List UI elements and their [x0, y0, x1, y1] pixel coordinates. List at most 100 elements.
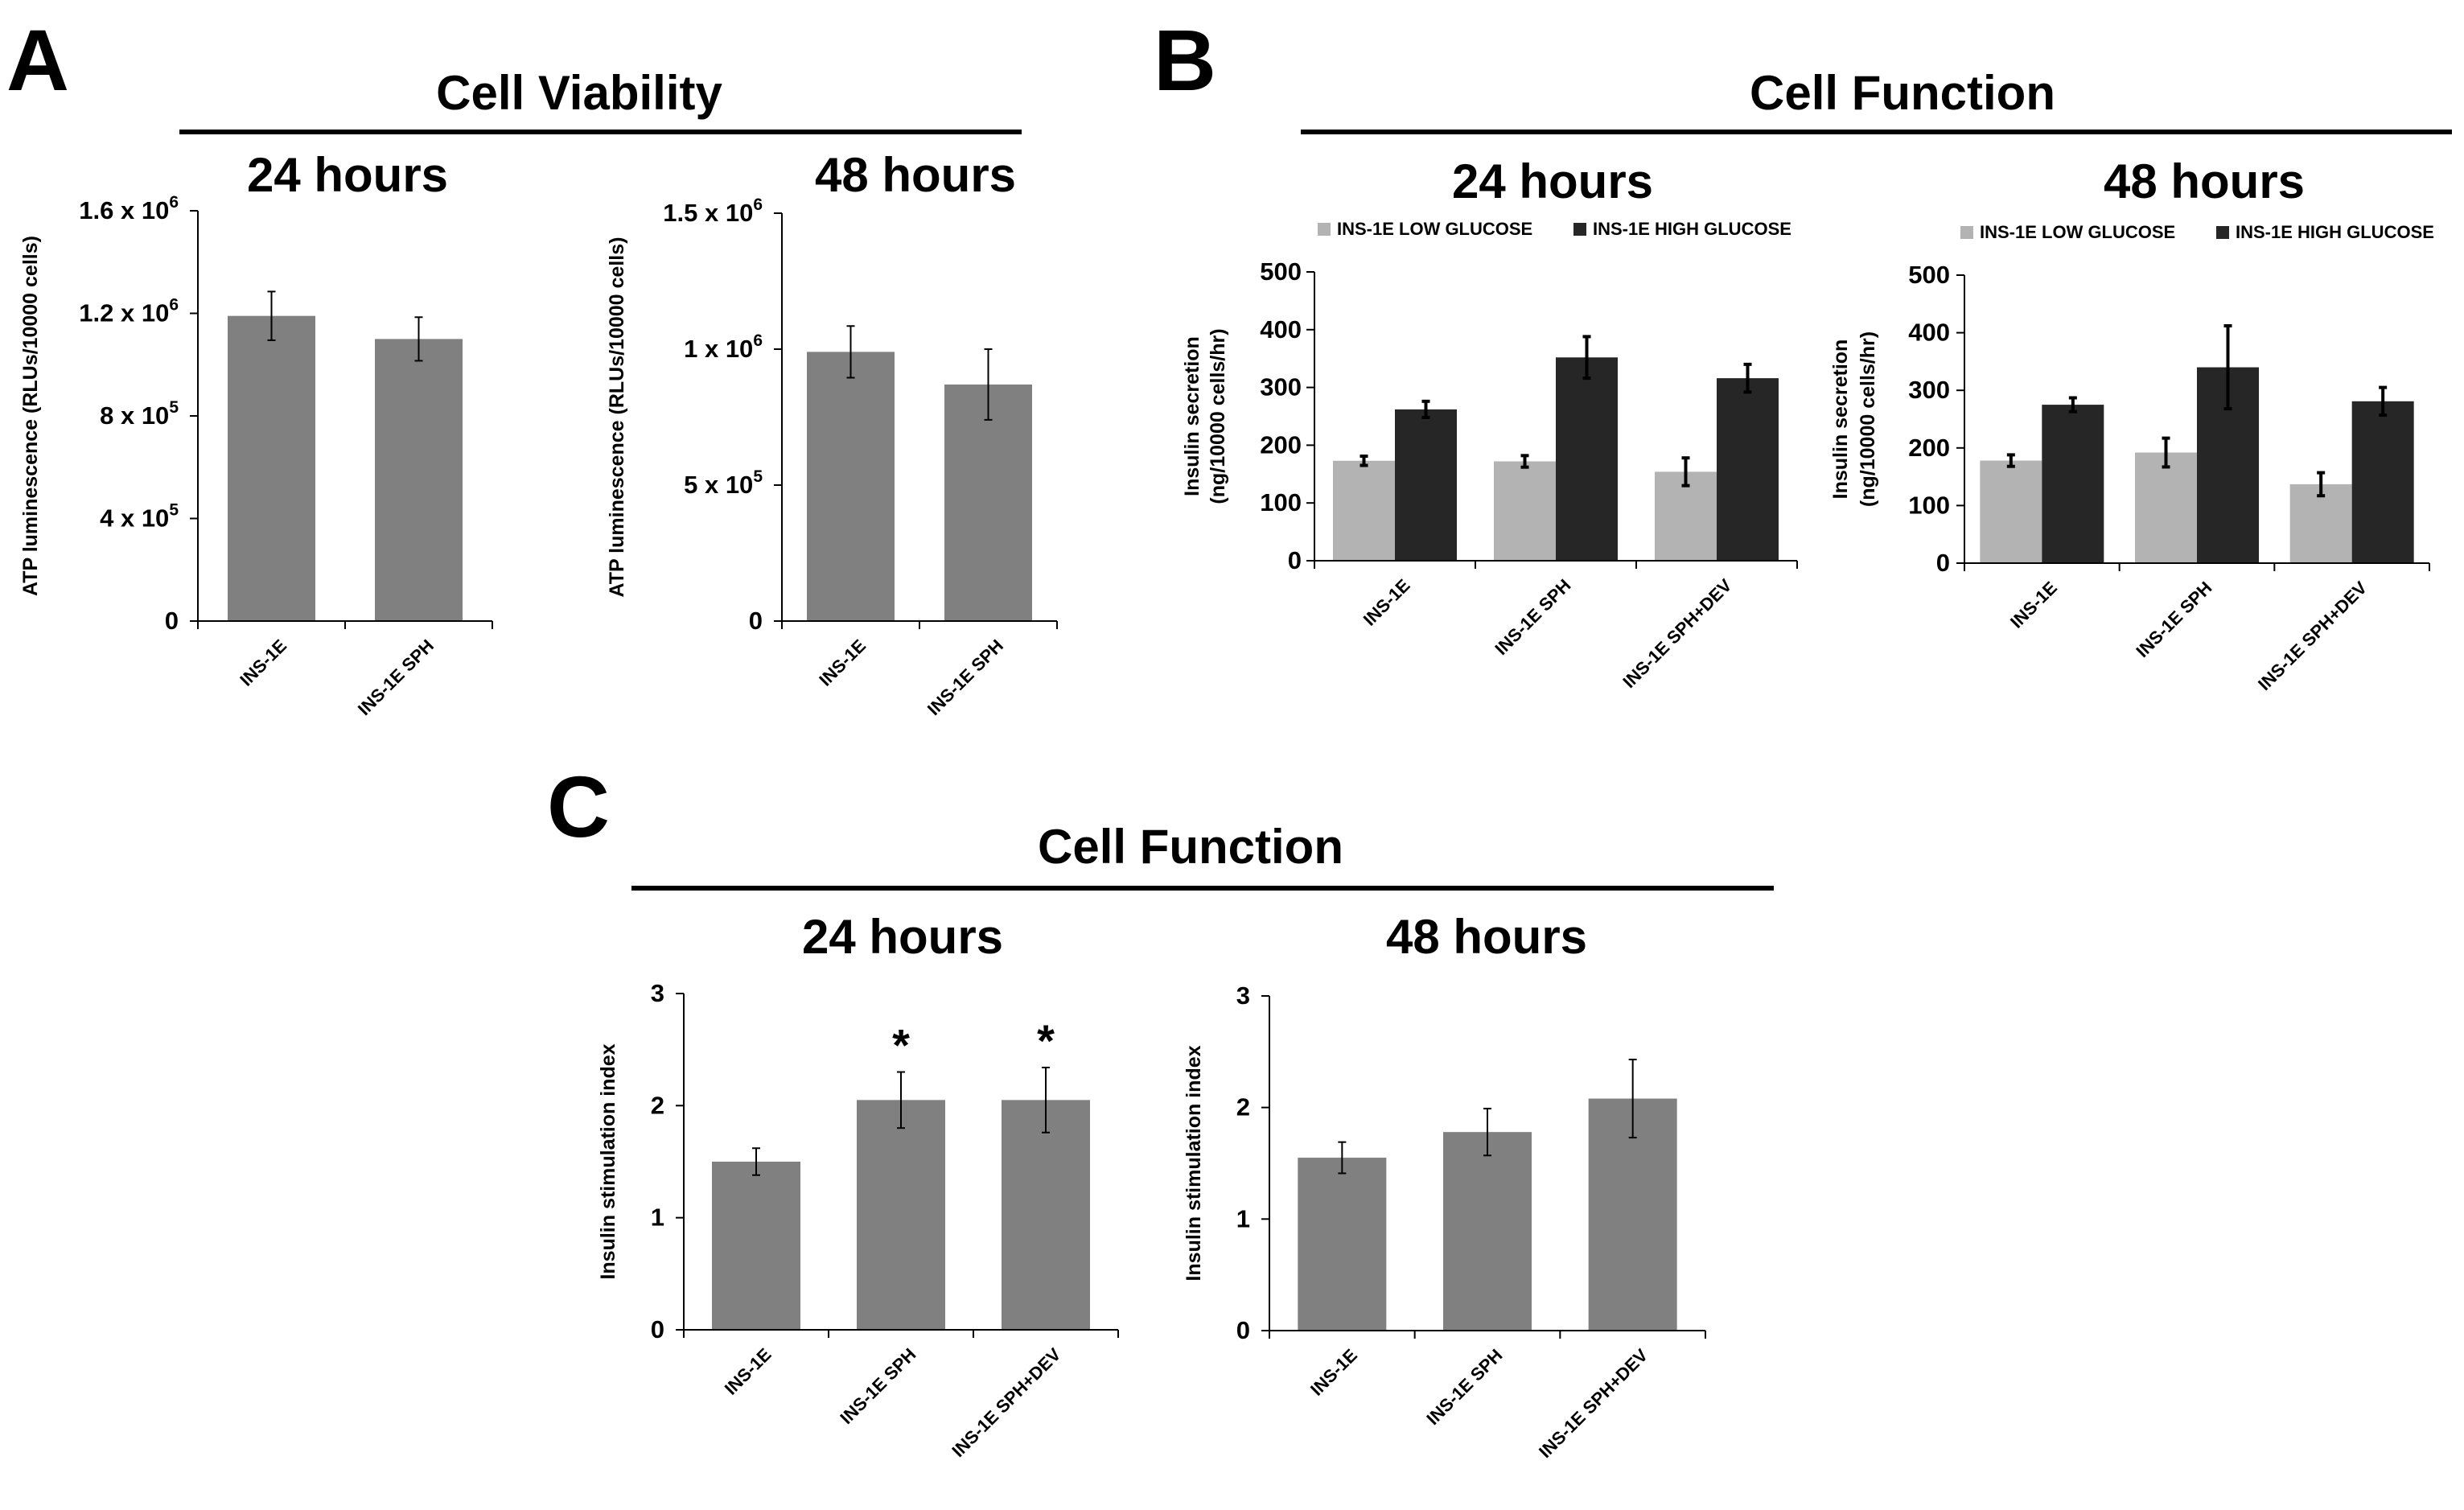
bar	[712, 1162, 800, 1330]
panel-letter-a: A	[6, 11, 69, 109]
legend-label: INS-1E HIGH GLUCOSE	[2236, 222, 2434, 242]
x-tick-label: INS-1E	[1306, 1345, 1361, 1400]
legend-label: INS-1E LOW GLUCOSE	[1980, 222, 2175, 242]
y-tick-label: 0	[1288, 546, 1302, 574]
chart-a-24h: 24 hours ATP luminescence (RLUs/10000 cel…	[19, 148, 493, 719]
bar	[1002, 1100, 1090, 1330]
x-tick-label: INS-1E SPH	[354, 636, 438, 719]
y-tick-exponent: 5	[169, 398, 179, 417]
x-tick-label: INS-1E SPH	[923, 636, 1007, 719]
chart-subtitle: 48 hours	[1386, 910, 1587, 964]
x-tick-label: INS-1E SPH	[1491, 575, 1574, 659]
y-axis-label: (ng/10000 cells/hr)	[1207, 328, 1229, 504]
chart-subtitle: 24 hours	[247, 148, 448, 202]
bar	[944, 384, 1032, 621]
bar	[1717, 378, 1779, 561]
x-tick-label: INS-1E	[2006, 578, 2061, 632]
y-tick-label: 300	[1260, 373, 1302, 401]
y-tick-label: 3	[651, 979, 664, 1007]
bar	[1980, 460, 2042, 563]
panel-a-title: Cell Viability	[436, 66, 722, 120]
bar	[1443, 1132, 1532, 1331]
y-tick-exponent: 6	[169, 296, 179, 315]
bar	[2289, 483, 2352, 563]
chart-a-48h: 48 hours ATP luminescence (RLUs/10000 cel…	[606, 148, 1058, 719]
y-tick-label: 1	[1236, 1204, 1250, 1232]
y-tick-label: 0	[165, 607, 179, 635]
chart-subtitle: 48 hours	[815, 148, 1016, 202]
y-tick-exponent: 6	[753, 195, 763, 214]
panel-letter-c: C	[547, 758, 610, 855]
y-tick-label: 400	[1260, 315, 1302, 344]
x-tick-label: INS-1E SPH+DEV	[2254, 578, 2371, 694]
y-tick-exponent: 5	[169, 501, 179, 520]
bar	[1395, 409, 1457, 561]
x-tick-label: INS-1E SPH+DEV	[948, 1344, 1064, 1461]
y-axis-label: Insulin secretion	[1181, 336, 1203, 496]
y-tick-label: 5 x 105	[684, 467, 763, 499]
y-axis-label: Insulin stimulation index	[1183, 1045, 1205, 1281]
legend-swatch	[1573, 223, 1586, 236]
y-tick-label: 300	[1908, 376, 1950, 404]
bar	[375, 339, 463, 621]
chart-subtitle: 24 hours	[1452, 154, 1653, 208]
significance-marker: *	[892, 1020, 910, 1071]
y-axis-label: ATP luminescence (RLUs/10000 cells)	[606, 237, 628, 598]
bar	[2042, 405, 2104, 563]
chart-b-48h: 48 hours Insulin secretion (ng/10000 cells…	[1829, 154, 2434, 694]
y-tick-label: 200	[1908, 434, 1950, 462]
bar	[1298, 1158, 1387, 1331]
x-tick-label: INS-1E	[721, 1344, 775, 1399]
y-tick-label: 1.5 x 106	[663, 195, 763, 227]
y-tick-label: 1.2 x 106	[79, 296, 179, 327]
bar	[1333, 460, 1395, 561]
y-tick-label: 1.6 x 106	[79, 193, 179, 224]
bar	[857, 1100, 945, 1330]
y-tick-label: 500	[1908, 261, 1950, 289]
x-tick-label: INS-1E SPH	[1422, 1345, 1506, 1429]
y-tick-label: 0	[1936, 549, 1950, 577]
y-tick-label: 0	[749, 607, 763, 635]
chart-c-24h: 24 hours Insulin stimulation index INS-1E *…	[597, 910, 1119, 1461]
y-tick-label: 0	[651, 1315, 664, 1343]
y-tick-label: 8 x 105	[100, 398, 179, 430]
y-tick-exponent: 6	[753, 331, 763, 350]
chart-b-24h: 24 hours Insulin secretion (ng/10000 cells…	[1181, 154, 1798, 692]
bar	[807, 352, 895, 621]
y-tick-label: 0	[1236, 1316, 1250, 1344]
panel-letter-b: B	[1154, 11, 1216, 109]
y-axis-label: Insulin stimulation index	[597, 1043, 619, 1279]
bar	[2351, 401, 2414, 563]
y-tick-label: 3	[1236, 981, 1250, 1010]
y-tick-exponent: 5	[753, 467, 763, 486]
x-tick-label: INS-1E	[1360, 575, 1414, 630]
y-axis-label: ATP luminescence (RLUs/10000 cells)	[19, 236, 42, 596]
bar	[228, 315, 315, 621]
y-tick-label: 200	[1260, 430, 1302, 459]
bar	[1556, 357, 1618, 561]
panel-c-title: Cell Function	[1038, 820, 1343, 874]
x-tick-label: INS-1E	[815, 636, 870, 690]
chart-subtitle: 24 hours	[802, 910, 1003, 964]
legend-swatch	[1960, 226, 1973, 239]
y-tick-label: 400	[1908, 319, 1950, 347]
legend-swatch	[1318, 223, 1331, 236]
y-tick-label: 2	[1236, 1093, 1250, 1121]
x-tick-label: INS-1E	[236, 636, 290, 690]
y-axis-label: (ng/10000 cells/hr)	[1857, 331, 1879, 507]
bar	[2135, 452, 2197, 563]
y-tick-label: 500	[1260, 257, 1302, 286]
legend-label: INS-1E HIGH GLUCOSE	[1593, 219, 1791, 239]
y-tick-label: 100	[1908, 491, 1950, 519]
y-tick-exponent: 6	[169, 193, 179, 212]
y-tick-label: 1	[651, 1203, 664, 1232]
x-tick-label: INS-1E SPH	[2132, 578, 2215, 661]
chart-c-48h: 48 hours Insulin stimulation index INS-1E I…	[1183, 910, 1706, 1462]
x-tick-label: INS-1E SPH	[836, 1344, 919, 1428]
y-tick-label: 2	[651, 1091, 664, 1119]
legend-label: INS-1E LOW GLUCOSE	[1337, 219, 1532, 239]
x-tick-label: INS-1E SPH+DEV	[1619, 575, 1735, 692]
legend-swatch	[2216, 226, 2229, 239]
y-axis-label: Insulin secretion	[1829, 339, 1852, 500]
